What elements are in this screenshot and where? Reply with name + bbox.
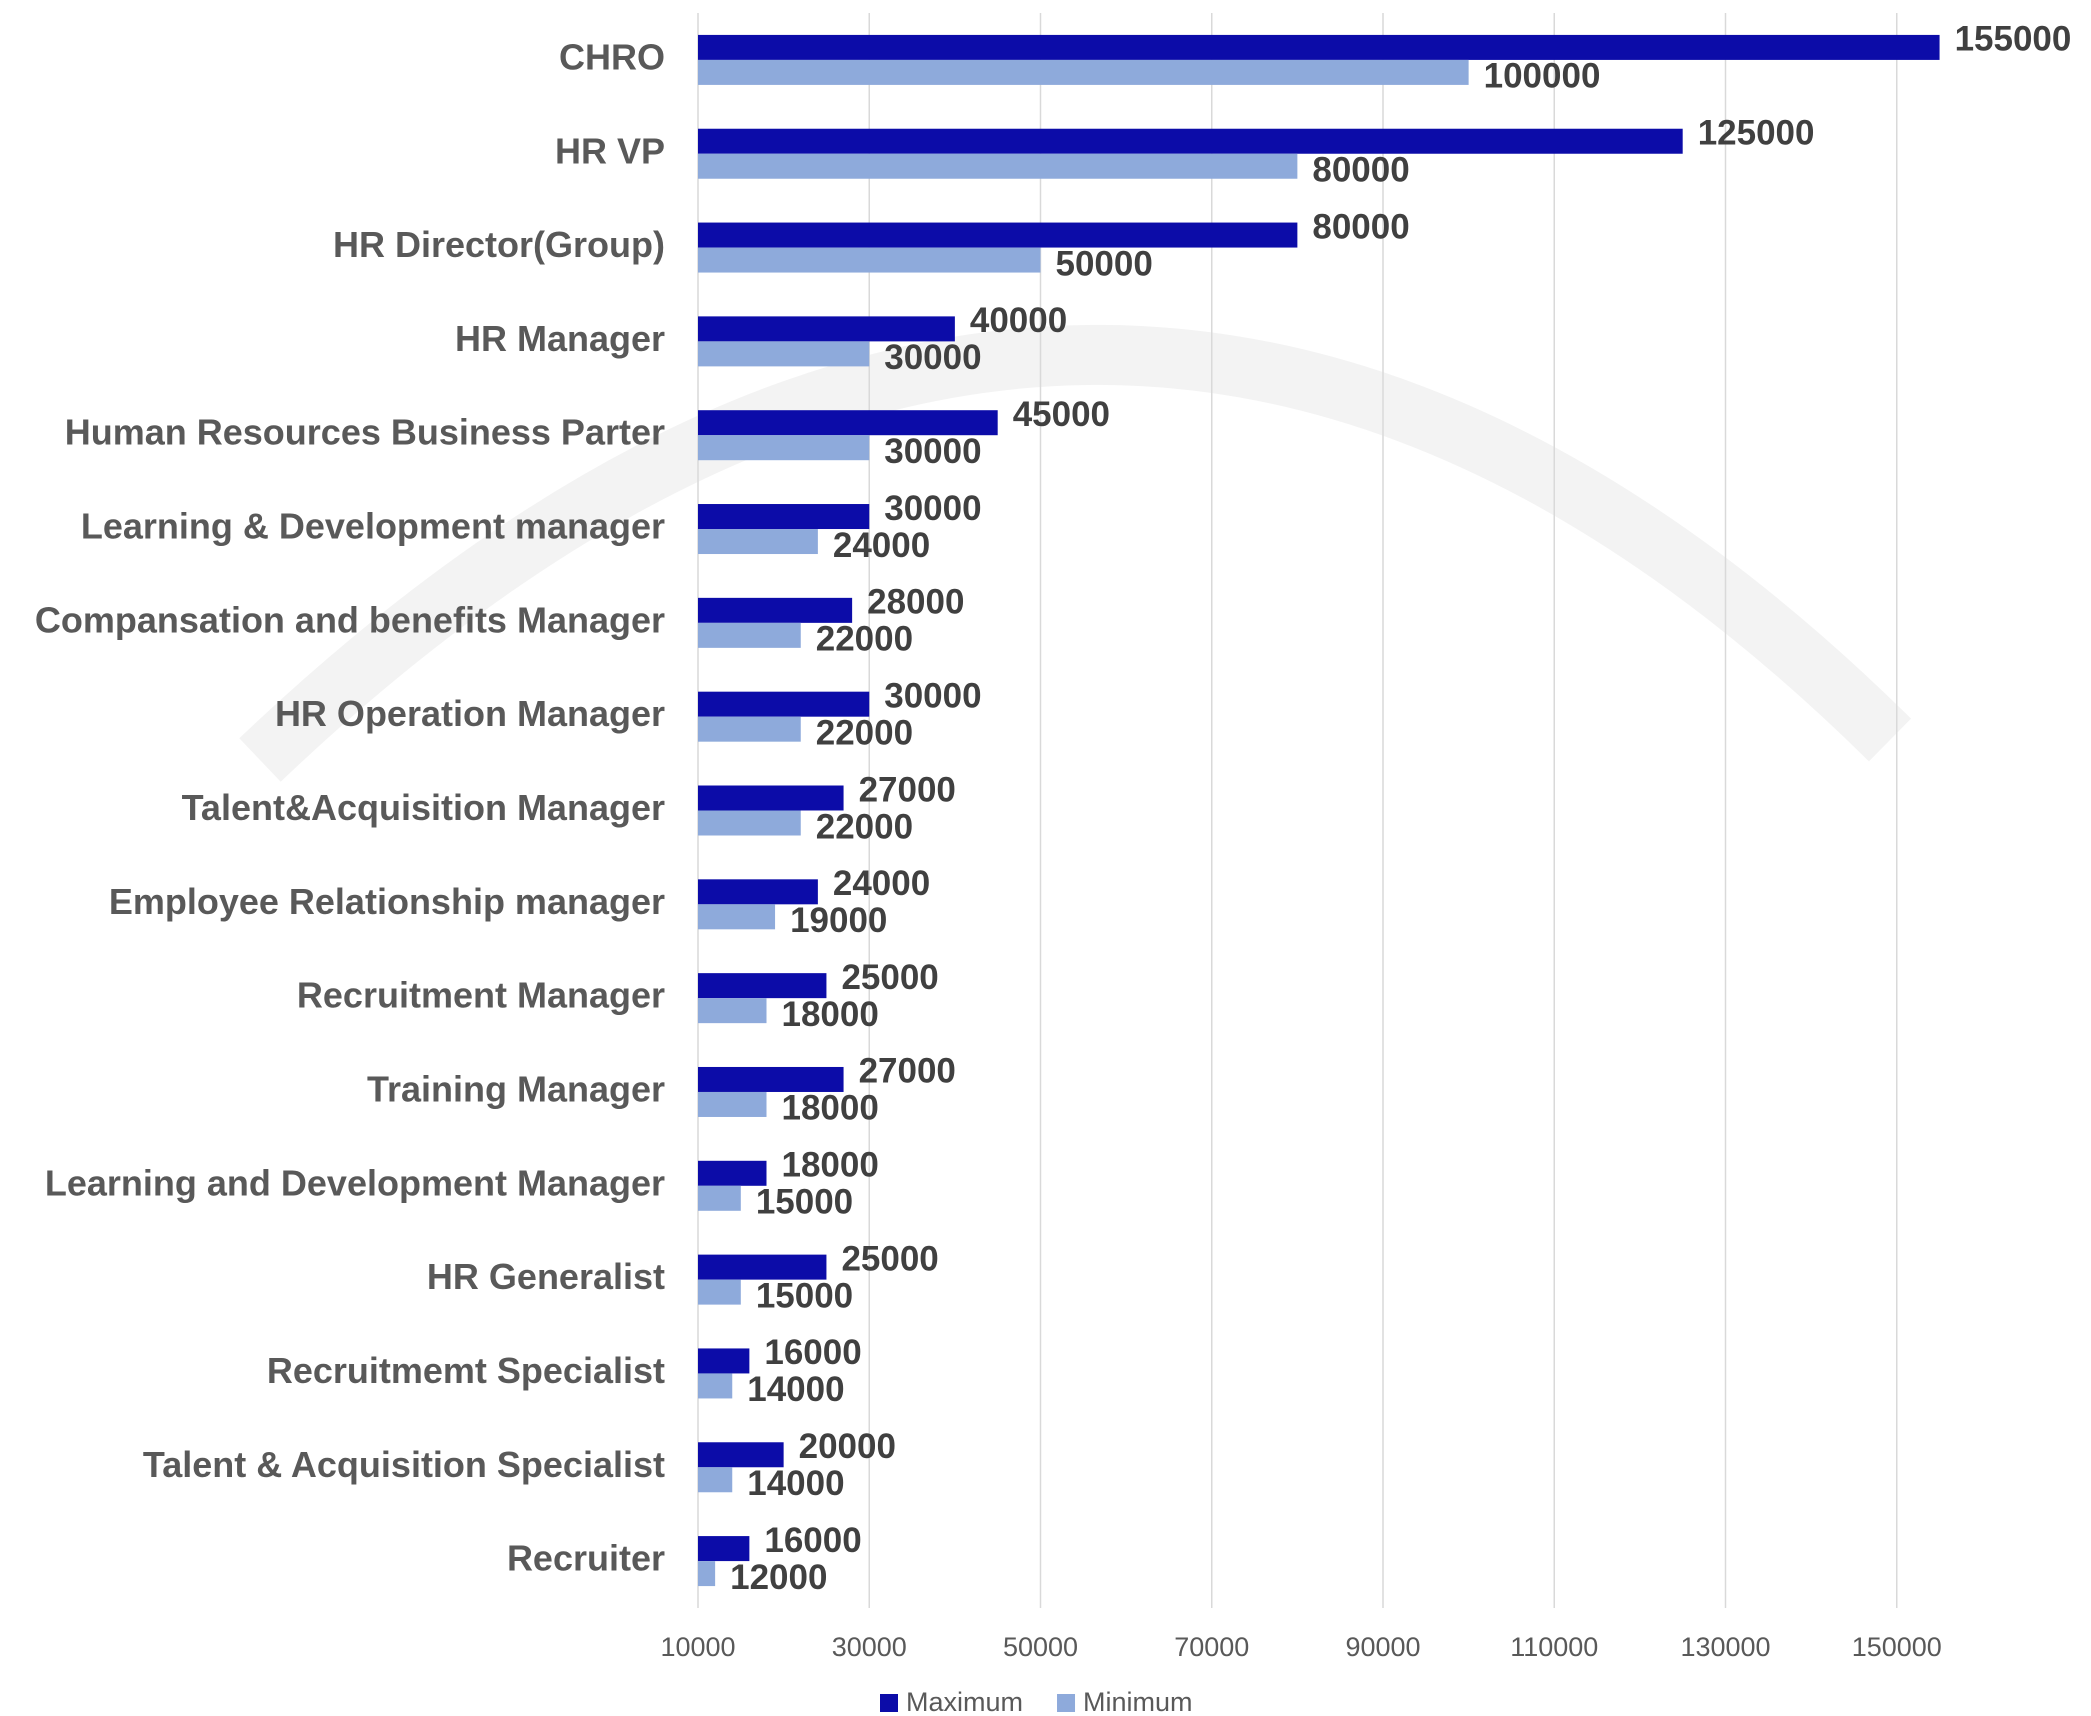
y-tick-label: HR VP bbox=[555, 130, 665, 171]
data-label: 15000 bbox=[756, 1276, 853, 1315]
bar bbox=[698, 341, 870, 367]
bar bbox=[698, 435, 870, 461]
data-label: 80000 bbox=[1312, 150, 1409, 189]
bar bbox=[698, 716, 801, 742]
bar bbox=[698, 810, 801, 836]
data-label: 155000 bbox=[1955, 20, 2072, 59]
data-label: 27000 bbox=[859, 1052, 956, 1091]
bar bbox=[698, 34, 1940, 60]
data-label: 25000 bbox=[841, 958, 938, 997]
bar bbox=[698, 879, 818, 905]
data-label: 15000 bbox=[756, 1183, 853, 1222]
y-tick-label: Employee Relationship manager bbox=[109, 881, 665, 922]
bar bbox=[698, 904, 776, 930]
data-label: 18000 bbox=[782, 1089, 879, 1128]
legend-label: Minimum bbox=[1083, 1687, 1193, 1716]
y-tick-label: Talent&Acquisition Manager bbox=[182, 787, 665, 828]
bar bbox=[698, 1066, 844, 1092]
bar bbox=[698, 1279, 741, 1305]
x-tick-label: 50000 bbox=[1003, 1632, 1078, 1662]
x-tick-label: 110000 bbox=[1510, 1632, 1598, 1662]
data-label: 24000 bbox=[833, 864, 930, 903]
bar bbox=[698, 504, 870, 530]
data-label: 80000 bbox=[1312, 207, 1409, 246]
data-label: 28000 bbox=[867, 583, 964, 622]
y-tick-label: Talent & Acquisition Specialist bbox=[143, 1444, 665, 1485]
data-label: 125000 bbox=[1698, 113, 1815, 152]
bar bbox=[698, 222, 1298, 248]
bar bbox=[698, 1348, 750, 1374]
data-label: 100000 bbox=[1484, 57, 1601, 96]
data-label: 27000 bbox=[859, 770, 956, 809]
legend-swatch bbox=[1057, 1694, 1076, 1712]
x-tick-label: 30000 bbox=[832, 1632, 907, 1662]
bar bbox=[698, 153, 1298, 179]
bar bbox=[698, 1254, 827, 1280]
bar bbox=[698, 128, 1683, 154]
bar bbox=[698, 1185, 741, 1211]
bar bbox=[698, 1160, 767, 1186]
legend-label: Maximum bbox=[906, 1687, 1023, 1716]
data-label: 30000 bbox=[884, 432, 981, 471]
legend-swatch bbox=[880, 1694, 898, 1712]
data-label: 50000 bbox=[1056, 244, 1153, 283]
data-label: 12000 bbox=[730, 1558, 827, 1597]
data-label: 18000 bbox=[782, 995, 879, 1034]
bar bbox=[698, 1373, 733, 1399]
data-label: 40000 bbox=[970, 301, 1067, 340]
data-label: 30000 bbox=[884, 676, 981, 715]
y-tick-label: Human Resources Business Parter bbox=[65, 412, 665, 453]
data-label: 25000 bbox=[841, 1239, 938, 1278]
bar bbox=[698, 410, 998, 436]
watermark bbox=[239, 325, 1912, 782]
bar bbox=[698, 622, 801, 648]
bar bbox=[698, 1091, 767, 1117]
bar bbox=[698, 1442, 784, 1468]
x-tick-label: 150000 bbox=[1852, 1632, 1942, 1662]
bar bbox=[698, 247, 1041, 273]
y-tick-label: Recruitmemt Specialist bbox=[267, 1350, 665, 1391]
data-label: 16000 bbox=[764, 1333, 861, 1372]
bar bbox=[698, 597, 853, 623]
data-label: 22000 bbox=[816, 620, 913, 659]
bar bbox=[698, 59, 1469, 85]
x-tick-label: 70000 bbox=[1174, 1632, 1249, 1662]
y-tick-label: Learning & Development manager bbox=[81, 506, 665, 547]
y-tick-label: HR Director(Group) bbox=[333, 224, 665, 265]
data-label: 30000 bbox=[884, 489, 981, 528]
bar bbox=[698, 529, 818, 555]
data-label: 14000 bbox=[747, 1370, 844, 1409]
data-label: 18000 bbox=[782, 1146, 879, 1185]
y-tick-label: Compansation and benefits Manager bbox=[35, 599, 665, 640]
bar bbox=[698, 1467, 733, 1493]
data-label: 22000 bbox=[816, 713, 913, 752]
data-label: 19000 bbox=[790, 901, 887, 940]
y-tick-label: Recruitment Manager bbox=[297, 975, 665, 1016]
data-label: 16000 bbox=[764, 1521, 861, 1560]
bar bbox=[698, 973, 827, 999]
data-label: 20000 bbox=[799, 1427, 896, 1466]
y-tick-label: HR Generalist bbox=[427, 1256, 665, 1297]
x-tick-label: 10000 bbox=[660, 1632, 735, 1662]
x-tick-label: 130000 bbox=[1680, 1632, 1770, 1662]
y-tick-label: HR Manager bbox=[455, 318, 665, 359]
data-label: 30000 bbox=[884, 338, 981, 377]
data-label: 14000 bbox=[747, 1464, 844, 1503]
y-tick-label: CHRO bbox=[559, 36, 665, 77]
y-tick-label: Recruiter bbox=[507, 1538, 665, 1579]
bar bbox=[698, 998, 767, 1024]
y-tick-label: Training Manager bbox=[367, 1068, 665, 1109]
bar bbox=[698, 1536, 750, 1562]
bar bbox=[698, 691, 870, 717]
data-label: 24000 bbox=[833, 526, 930, 565]
x-tick-label: 90000 bbox=[1345, 1632, 1420, 1662]
y-tick-label: Learning and Development Manager bbox=[45, 1162, 665, 1203]
data-label: 22000 bbox=[816, 807, 913, 846]
bar bbox=[698, 1561, 716, 1587]
bar bbox=[698, 785, 844, 811]
y-tick-label: HR Operation Manager bbox=[275, 693, 665, 734]
bar bbox=[698, 316, 955, 342]
data-label: 45000 bbox=[1013, 395, 1110, 434]
